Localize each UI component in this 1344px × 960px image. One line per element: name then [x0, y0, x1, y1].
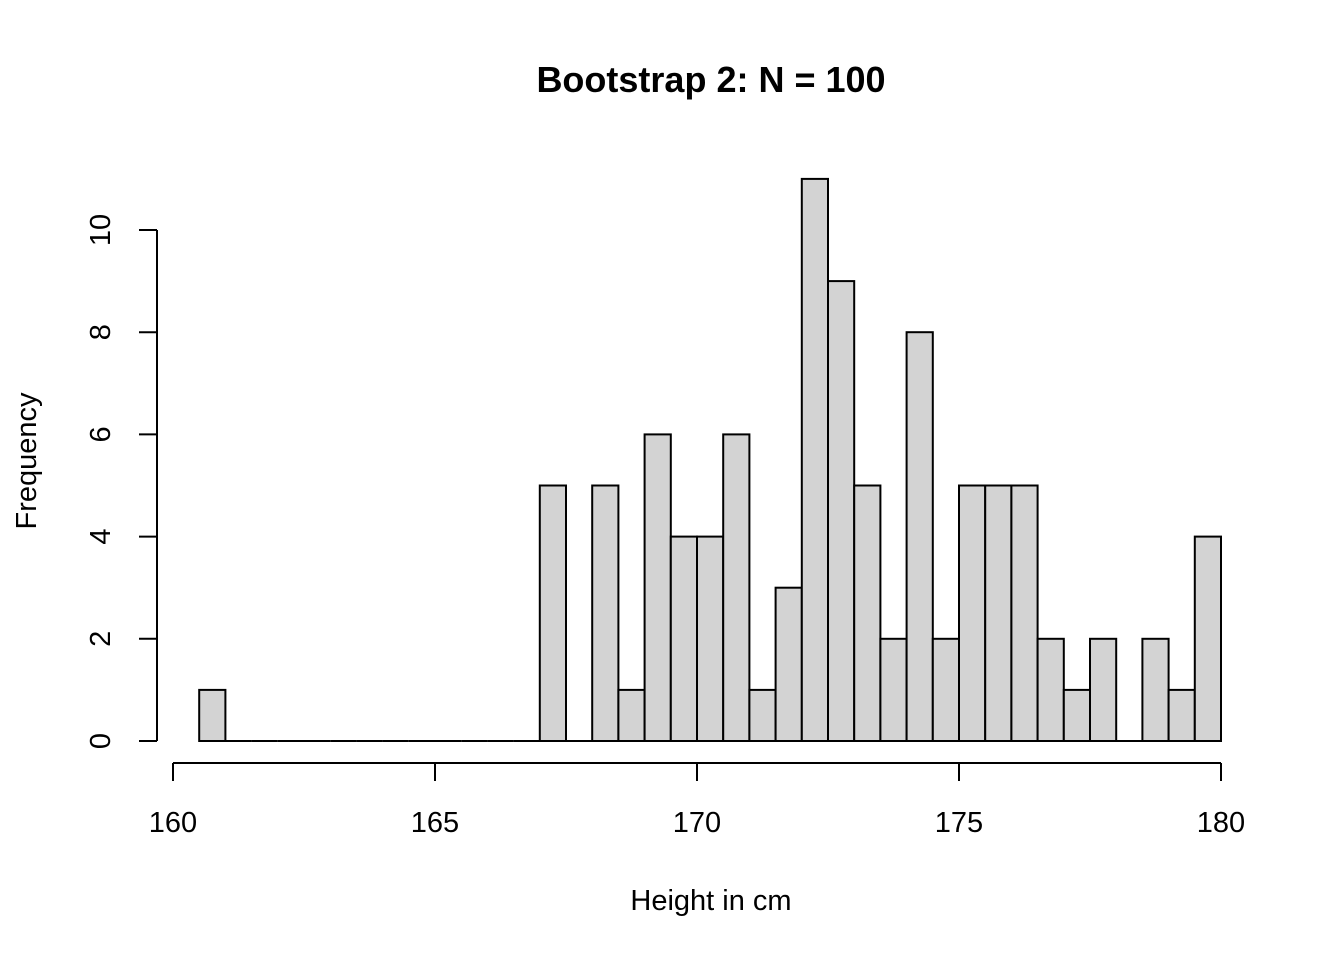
y-axis: 0 2 4 6 8 10 — [85, 214, 158, 749]
y-tick-label: 10 — [85, 214, 117, 246]
x-tick-label: 180 — [1197, 807, 1245, 839]
histogram-bar — [591, 484, 620, 742]
histogram-bar — [1062, 688, 1092, 743]
x-axis: 160 165 170 175 180 — [149, 762, 1245, 839]
histogram-bar — [538, 484, 567, 742]
x-tick-label: 170 — [673, 807, 721, 839]
y-tick-label: 4 — [85, 529, 117, 545]
y-tick-label: 6 — [85, 426, 117, 442]
histogram-bar — [800, 177, 829, 742]
histogram-bar — [1167, 688, 1196, 743]
chart-title: Bootstrap 2: N = 100 — [536, 59, 885, 100]
x-axis-label: Height in cm — [630, 885, 791, 917]
histogram-bar — [1089, 637, 1118, 742]
histogram-bar — [1010, 484, 1039, 742]
x-tick-label: 160 — [149, 807, 197, 839]
histogram-bar — [827, 280, 856, 742]
histogram-bar — [879, 637, 908, 742]
histogram-bar — [931, 637, 960, 742]
histogram-bar — [1036, 637, 1065, 742]
x-tick-label: 165 — [411, 807, 459, 839]
y-tick-label: 0 — [85, 733, 117, 749]
y-axis-label: Frequency — [11, 392, 43, 530]
histogram-bar — [853, 484, 882, 742]
histogram-bar — [696, 535, 725, 742]
histogram-bar — [1193, 535, 1223, 742]
histogram-bar — [958, 484, 987, 742]
histogram-bar — [617, 688, 646, 743]
histogram-bar — [198, 688, 227, 743]
bars-group — [198, 177, 1223, 743]
y-tick-label: 2 — [85, 631, 117, 647]
histogram-bar — [905, 331, 934, 742]
histogram-bar — [669, 535, 698, 742]
histogram-bar — [722, 433, 751, 742]
histogram-bar — [643, 433, 672, 742]
histogram-bar — [774, 586, 803, 743]
histogram-bar — [984, 484, 1013, 742]
x-tick-label: 175 — [935, 807, 983, 839]
histogram-bar — [748, 688, 777, 743]
histogram-bar — [1141, 637, 1170, 742]
y-tick-label: 8 — [85, 324, 117, 340]
